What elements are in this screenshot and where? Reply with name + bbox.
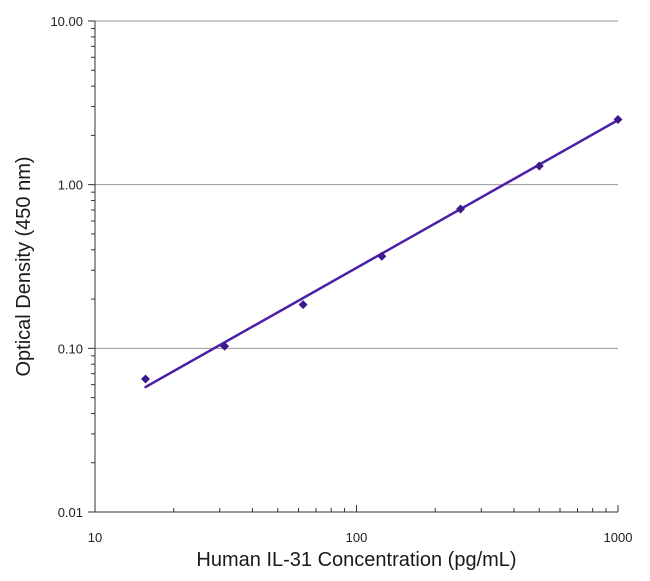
data-point — [613, 115, 623, 125]
data-point — [456, 204, 466, 214]
y-tick-label: 0.01 — [58, 505, 83, 520]
y-axis-title: Optical Density (450 nm) — [13, 156, 35, 376]
data-point — [141, 374, 151, 384]
x-tick-label: 100 — [346, 530, 368, 545]
y-tick-label: 1.00 — [58, 178, 83, 193]
data-point — [534, 161, 544, 171]
x-tick-label: 1000 — [604, 530, 633, 545]
x-tick-label: 10 — [88, 530, 102, 545]
x-axis-title: Human IL-31 Concentration (pg/mL) — [196, 549, 516, 571]
data-points — [141, 115, 623, 384]
gridlines — [95, 20, 618, 349]
data-point — [220, 341, 230, 351]
data-point — [298, 300, 308, 310]
data-point — [377, 251, 387, 261]
y-tick-label: 0.10 — [58, 341, 83, 356]
y-tick-label: 10.00 — [50, 14, 83, 29]
ticks — [88, 20, 619, 513]
tick-labels: 0.01 0.10 1.00 10.00 10 100 1000 — [50, 14, 632, 545]
